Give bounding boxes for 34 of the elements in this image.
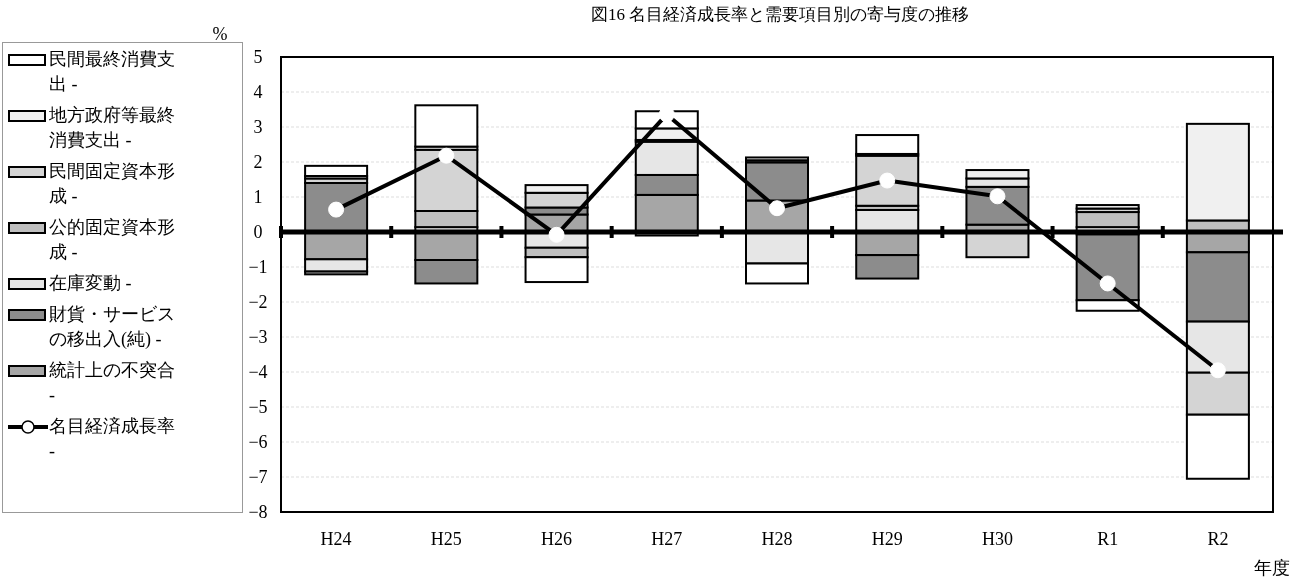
x-tick-label: H24 [320,529,352,549]
x-axis-title: 年度 [1254,558,1290,578]
x-tick-label: H25 [430,529,462,549]
legend-label: 在庫変動 - [49,272,133,295]
y-tick-label: 0 [253,222,263,242]
legend-label: 民間最終消費支出 - [49,48,176,96]
y-tick-label: −1 [248,257,268,277]
y-tick-label: 1 [253,187,263,207]
chart-title: 図16 名目経済成長率と需要項目別の寄与度の推移 [590,5,970,24]
x-tick-label: H30 [981,529,1013,549]
y-tick-label: −5 [248,397,268,417]
y-tick-label: −4 [248,362,268,382]
y-tick-label: 2 [253,152,263,172]
y-tick-label: −2 [248,292,268,312]
y-tick-label: 4 [253,82,263,102]
x-tick-label: H26 [541,529,573,549]
y-tick-label: −8 [248,502,268,522]
x-tick-label: R2 [1207,529,1229,549]
y-tick-label: −3 [248,327,268,347]
x-tick-label: R1 [1097,529,1119,549]
legend-label: 民間固定資本形成 - [49,160,176,208]
x-tick-label: H29 [871,529,903,549]
legend-label: 財貨・サービスの移出入(純) - [49,303,176,351]
x-tick-label: H27 [651,529,683,549]
y-tick-label: −6 [248,432,268,452]
legend-label: 公的固定資本形成 - [49,216,176,264]
legend-label: 統計上の不突合 - [49,359,176,407]
x-tick-label: H28 [761,529,793,549]
legend-label: 名目経済成長率 - [49,415,176,463]
y-tick-label: −7 [248,467,268,487]
y-tick-label: 5 [253,47,263,67]
y-axis-title: % [212,24,228,44]
y-tick-label: 3 [253,117,263,137]
legend-label: 地方政府等最終消費支出 - [49,104,176,152]
